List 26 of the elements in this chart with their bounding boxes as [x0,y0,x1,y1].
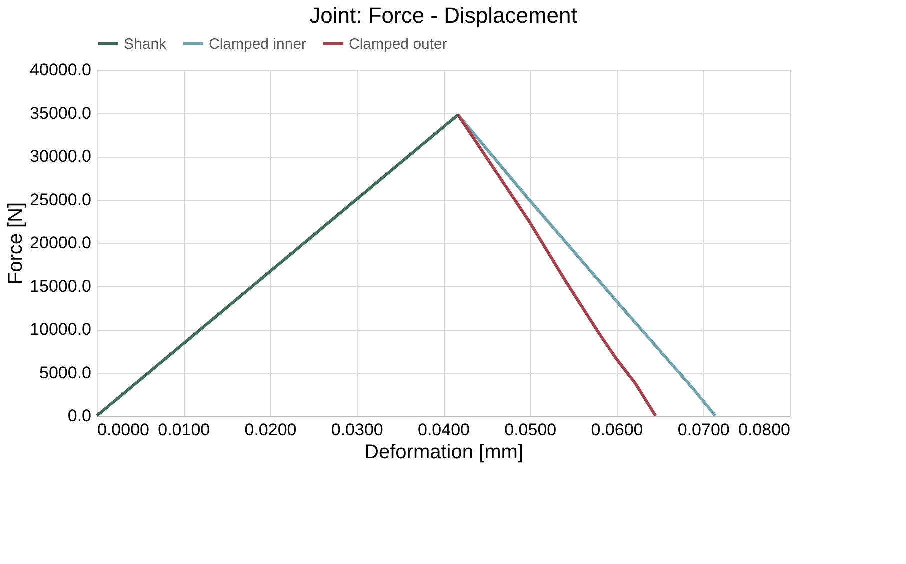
chart-title: Joint: Force - Displacement [310,3,578,28]
y-tick-label: 40000.0 [30,60,92,80]
x-tick-label: 0.0400 [418,420,470,440]
x-tick-label: 0.0100 [158,420,210,440]
x-tick-label: 0.0000 [98,420,150,440]
legend-label: Shank [124,36,168,53]
y-tick-label: 35000.0 [30,104,92,123]
x-tick-label: 0.0200 [244,420,297,440]
legend-label: Clamped inner [209,36,307,53]
y-tick-label: 15000.0 [30,276,92,296]
line-series [456,113,718,418]
y-tick-label: 25000.0 [30,190,92,210]
legend-label: Clamped outer [349,36,448,53]
y-tick-label: 30000.0 [30,147,92,166]
x-axis-title: Deformation [mm] [364,442,524,464]
x-tick-label: 0.0500 [504,420,557,440]
line-series [456,113,658,418]
y-tick-label: 10000.0 [30,320,92,339]
x-tick-label: 0.0300 [331,420,384,440]
y-tick-label: 0.0 [68,406,92,426]
y-axis-title: Force [N] [5,202,28,285]
x-tick-label: 0.0600 [591,420,644,440]
x-tick-label: 0.0700 [678,420,730,440]
x-tick-label: 0.0800 [738,420,790,440]
y-tick-label: 5000.0 [40,363,92,382]
y-tick-label: 20000.0 [30,234,92,252]
